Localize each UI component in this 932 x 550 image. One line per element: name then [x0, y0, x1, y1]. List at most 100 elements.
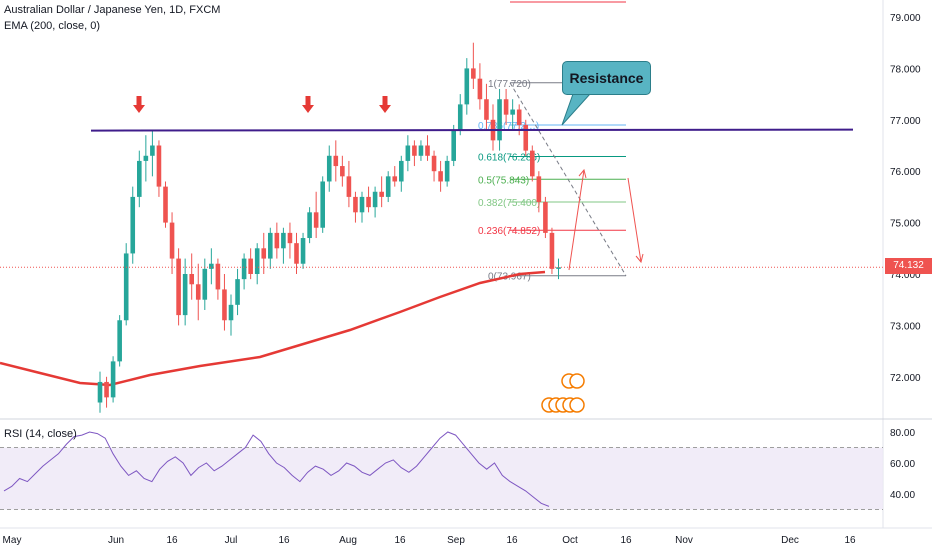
candle — [169, 212, 175, 274]
candle-body — [287, 232, 293, 244]
candle — [182, 258, 188, 326]
time-tick-label: 16 — [166, 535, 178, 546]
candle-body — [412, 145, 417, 156]
candle — [176, 248, 181, 326]
candle — [287, 222, 293, 259]
candle-body — [97, 381, 103, 403]
time-tick-label: 16 — [844, 535, 856, 546]
candle-body — [353, 196, 358, 213]
candle-body — [372, 191, 378, 208]
candle-body — [130, 196, 136, 254]
candle — [464, 58, 470, 115]
candle-body — [163, 186, 168, 223]
candle — [268, 227, 273, 269]
candle — [536, 171, 542, 213]
candle-body — [418, 145, 424, 156]
candle — [333, 140, 339, 182]
candle-body — [549, 232, 555, 269]
price-tick-label: 74.000 — [890, 270, 921, 281]
candle-body — [399, 160, 404, 182]
candle — [359, 191, 365, 223]
candle — [137, 150, 142, 208]
candle-body — [110, 361, 116, 398]
time-tick-label: Oct — [562, 535, 578, 546]
candle — [418, 140, 424, 161]
candle-body — [307, 212, 312, 239]
candle — [300, 232, 306, 269]
candle — [163, 181, 168, 228]
candle — [110, 356, 116, 403]
candle-body — [484, 99, 489, 120]
candle — [209, 248, 214, 285]
candle — [444, 155, 450, 187]
candle-body — [209, 263, 214, 269]
candle-body — [516, 109, 522, 125]
price-tick-label: 73.000 — [890, 321, 921, 332]
candle-body — [156, 145, 162, 187]
candle — [431, 150, 437, 182]
economic-event-icons — [541, 373, 585, 413]
candle — [530, 145, 535, 182]
ema-line — [0, 270, 546, 387]
candle — [399, 155, 404, 192]
candle — [326, 145, 332, 192]
candle-body — [137, 160, 142, 197]
candle-body — [215, 263, 221, 290]
down-arrow-marker — [379, 96, 391, 113]
candle-body — [359, 196, 365, 213]
candle — [156, 140, 162, 197]
candle-body — [195, 284, 201, 300]
candle — [202, 258, 208, 310]
time-tick-label: 16 — [620, 535, 632, 546]
candle — [143, 135, 149, 182]
candle-body — [241, 258, 247, 280]
down-arrow-marker — [133, 96, 145, 113]
candle — [97, 371, 103, 413]
candle-body — [169, 222, 175, 259]
rsi-tick-label: 80.00 — [890, 428, 915, 439]
price-tick-label: 78.000 — [890, 64, 921, 75]
fib-level-label: 0.382(75.400) — [478, 198, 540, 209]
candle — [274, 222, 280, 259]
candle-body — [150, 145, 155, 156]
candle-body — [457, 104, 463, 131]
candle — [366, 186, 371, 213]
price-tick-label: 76.000 — [890, 167, 921, 178]
candle-body — [222, 289, 227, 321]
candle-body — [294, 243, 299, 264]
candle — [497, 88, 502, 151]
candle — [385, 171, 391, 203]
event-icon — [569, 373, 585, 389]
candle-body — [503, 99, 509, 115]
candle — [130, 186, 136, 264]
candle-body — [248, 258, 253, 274]
candle — [150, 130, 155, 177]
rsi-tick-label: 60.00 — [890, 459, 915, 470]
price-tick-label: 75.000 — [890, 219, 921, 230]
candle-body — [536, 176, 542, 203]
event-icon — [569, 397, 585, 413]
time-tick-label: Aug — [339, 535, 357, 546]
candle — [379, 176, 384, 208]
candle-body — [451, 130, 456, 161]
candle-body — [235, 279, 240, 305]
candle-body — [268, 232, 273, 259]
arrow-shaft — [382, 96, 388, 105]
candle — [104, 376, 109, 408]
fib-level-label: 0.786(77.2…) — [478, 121, 539, 132]
fib-level-label: 0.236(74.852) — [478, 226, 540, 237]
candle — [340, 155, 345, 187]
candle — [392, 166, 398, 187]
candle-body — [530, 150, 535, 177]
candle — [490, 104, 496, 151]
candle-body — [438, 171, 443, 182]
candle-body — [497, 99, 502, 141]
price-tick-label: 79.000 — [890, 13, 921, 24]
candle — [215, 258, 221, 300]
candle-body — [261, 248, 267, 259]
candle — [451, 124, 456, 167]
candle-body — [444, 160, 450, 182]
candle — [372, 186, 378, 218]
candle-body — [117, 320, 122, 362]
